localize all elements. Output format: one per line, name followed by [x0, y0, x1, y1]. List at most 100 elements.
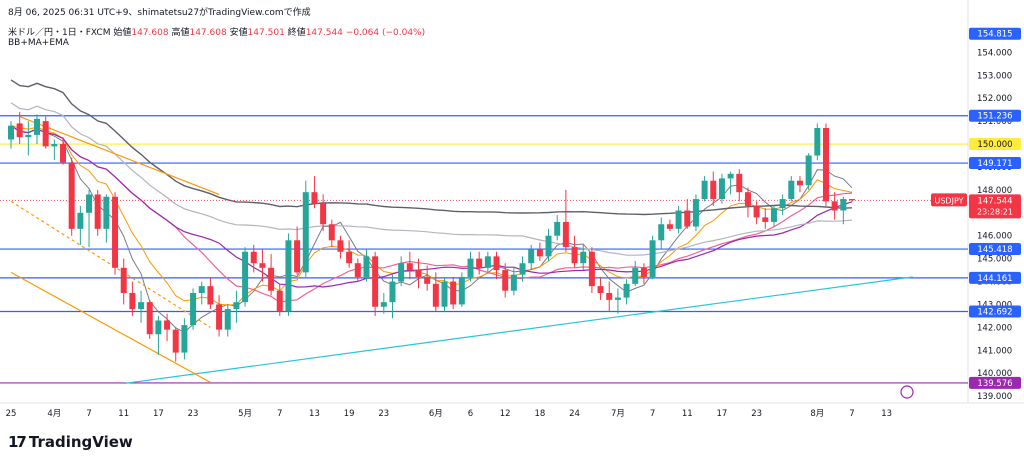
x-tick-label: 17 — [717, 409, 728, 419]
candle-body — [389, 281, 396, 303]
tradingview-logo-icon: 17 — [8, 433, 27, 451]
candle-body — [788, 180, 795, 200]
candle-body — [727, 173, 734, 179]
price-axis: 154.000153.000152.000151.000150.000149.0… — [977, 48, 1012, 402]
price-tag-label: 145.418 — [977, 245, 1012, 255]
price-tag — [969, 138, 1021, 151]
price-tag — [969, 376, 1021, 389]
x-tick-label: 25 — [6, 409, 17, 419]
price-tag-label: 139.576 — [977, 379, 1012, 389]
y-tick-label: 143.000 — [977, 300, 1012, 310]
candle-body — [580, 251, 587, 264]
channel-upper-line — [19, 115, 220, 196]
candle-body — [372, 256, 379, 307]
x-tick-label: 7月 — [611, 409, 625, 419]
price-tag — [969, 157, 1021, 170]
y-tick-label: 141.000 — [977, 346, 1012, 356]
y-tick-label: 153.000 — [977, 71, 1012, 81]
candle-body — [181, 325, 188, 353]
candle-body — [476, 258, 483, 268]
candle-body — [684, 210, 691, 227]
price-tag-label: 147.544 — [977, 196, 1012, 206]
symbol-tag — [931, 193, 967, 207]
price-tag — [969, 305, 1021, 318]
y-tick-label: 139.000 — [977, 392, 1012, 402]
candle-body — [146, 302, 153, 335]
indicator-label[interactable]: BB+MA+EMA — [8, 38, 69, 48]
candle-body — [718, 178, 725, 200]
price-tag-label: 150.000 — [977, 140, 1012, 150]
x-tick-label: 7 — [849, 409, 854, 419]
candle-body — [25, 134, 32, 138]
candle-body — [536, 249, 543, 257]
countdown-label: 23:28:21 — [977, 207, 1013, 216]
candle-body — [753, 205, 760, 218]
candle-body — [796, 180, 803, 186]
x-tick-label: 23 — [188, 409, 199, 419]
x-tick-label: 5月 — [238, 409, 252, 419]
sma-mid-line — [10, 125, 853, 288]
candle-body — [94, 194, 101, 229]
candle-body — [692, 199, 699, 227]
candle-body — [268, 267, 275, 291]
x-tick-label: 4月 — [47, 409, 61, 419]
candle-body — [16, 123, 23, 138]
price-tag-label: 149.171 — [977, 159, 1012, 169]
x-tick-label: 18 — [534, 409, 545, 419]
change-value: −0.064 (−0.04%) — [345, 28, 426, 38]
candle-body — [112, 196, 119, 268]
candle-body — [224, 309, 231, 330]
candle-body — [346, 251, 353, 264]
tradingview-logo[interactable]: 17 TradingView — [8, 433, 133, 451]
candle-body — [519, 263, 526, 275]
candle-body — [380, 302, 387, 307]
x-tick-label: 13 — [881, 409, 892, 419]
candle-body — [493, 256, 500, 271]
y-tick-label: 154.000 — [977, 48, 1012, 58]
candle-body — [484, 256, 491, 268]
price-labels: 154.815 151.236 150.000 149.171 USDJPY 147.54… — [900, 27, 1021, 399]
candle-body — [545, 235, 552, 257]
low-label: 安値 — [229, 28, 248, 38]
candle-body — [259, 263, 266, 268]
candle-body — [744, 192, 751, 206]
candle-body — [311, 192, 318, 204]
candle-body — [233, 302, 240, 310]
candle-body — [666, 224, 673, 229]
high-value: 147.608 — [189, 28, 227, 38]
x-tick-label: 19 — [344, 409, 355, 419]
candle-body — [164, 320, 171, 330]
candle-body — [8, 125, 14, 140]
grid — [0, 0, 1024, 404]
x-tick-label: 23 — [378, 409, 389, 419]
candle-body — [588, 251, 595, 287]
channel-mid-line — [10, 200, 211, 328]
candle-body — [60, 144, 67, 163]
candle-body — [34, 118, 41, 135]
price-tag — [969, 27, 1021, 40]
y-tick-label: 151.000 — [977, 117, 1012, 127]
symbol-label[interactable]: 米ドル／円・1日・FXCM — [8, 28, 111, 38]
time-axis: 25 4月 7 11 17 23 5月 7 13 19 23 6月 6 12 18 24 7月 7 11 17 23 8月… — [6, 409, 892, 419]
x-tick-label: 11 — [682, 409, 693, 419]
candle-body — [805, 155, 812, 186]
sma-short-line — [10, 125, 853, 334]
candle-body — [701, 180, 708, 200]
candle-body — [285, 240, 292, 312]
candle-body — [250, 251, 257, 264]
candle-body — [675, 210, 682, 229]
candle-body — [736, 173, 743, 193]
ema-line — [10, 125, 853, 306]
price-tag — [969, 271, 1021, 284]
candle-body — [294, 240, 301, 273]
candle-body — [467, 258, 474, 277]
candle-body — [424, 276, 431, 284]
candle-body — [77, 212, 84, 229]
price-tag-label: 154.815 — [977, 30, 1012, 40]
x-tick-label: 7 — [86, 409, 91, 419]
low-value: 147.501 — [247, 28, 285, 38]
x-tick-label: 6月 — [429, 409, 443, 419]
candle-body — [597, 286, 604, 293]
price-tag — [969, 243, 1021, 256]
